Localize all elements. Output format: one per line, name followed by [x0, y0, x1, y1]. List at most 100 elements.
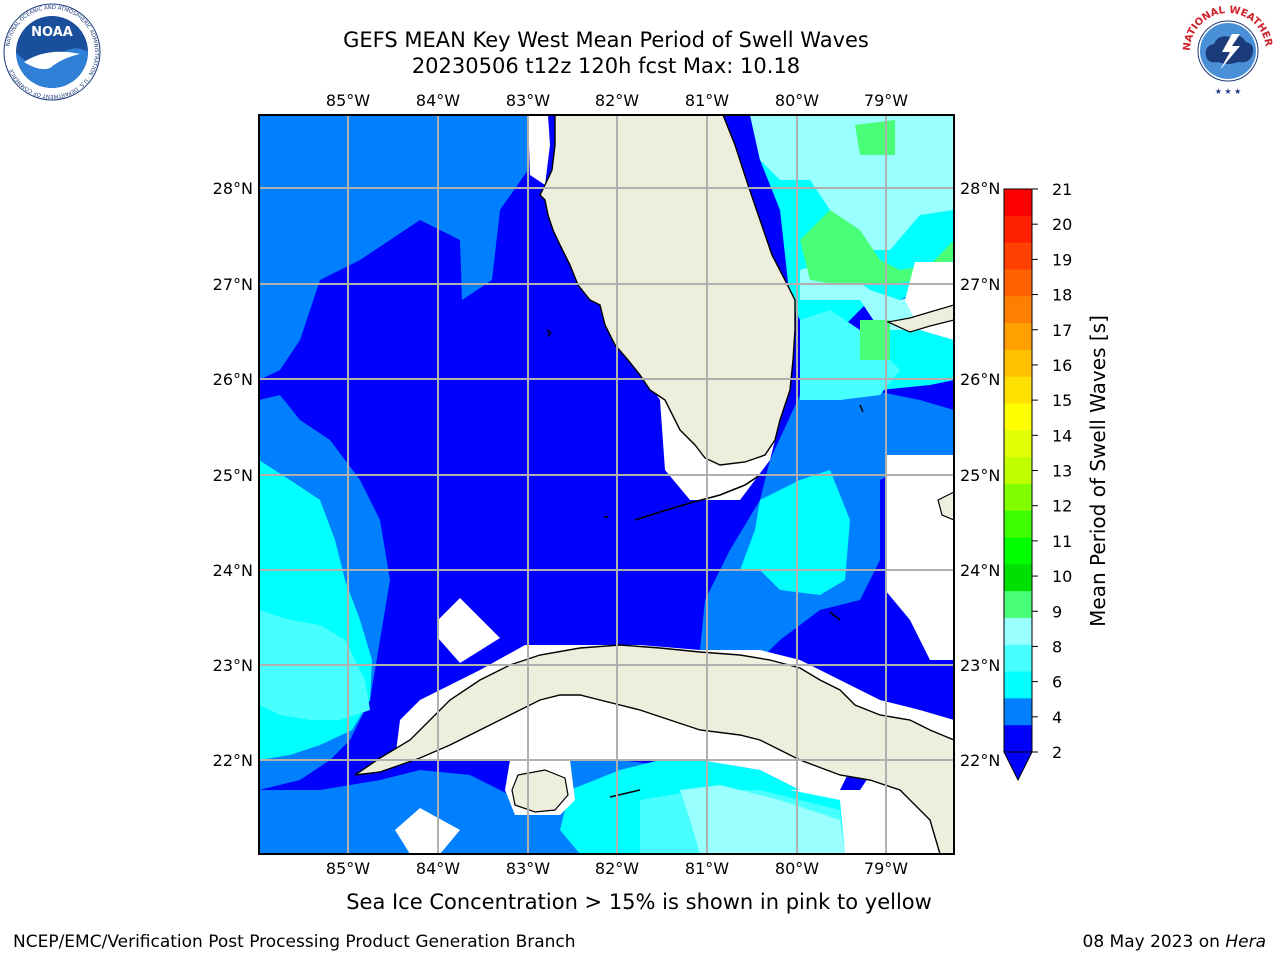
colorbar-tick-label: 6 [1052, 673, 1062, 692]
florida-keys [634, 474, 761, 521]
lon-label-top: 80°W [775, 91, 819, 110]
no-data-patch-1 [438, 598, 500, 663]
colorbar-label: Mean Period of Swell Waves [s] [1086, 315, 1110, 627]
lon-label-top: 83°W [506, 91, 550, 110]
colorbar-segment [1004, 376, 1032, 405]
colorbar-segment [1004, 349, 1032, 378]
no-data-patch-2 [395, 808, 460, 854]
swell-9-10s-northeast [855, 120, 895, 155]
map-frame [258, 114, 955, 855]
lat-labels-left: 28°N 27°N 26°N 25°N 24°N 23°N 22°N [213, 179, 253, 770]
lon-label-bottom: 81°W [685, 859, 729, 878]
swell-9-10s-east-2 [860, 320, 890, 360]
noaa-logo-text: NOAA [31, 25, 73, 40]
colorbar-segment [1004, 483, 1032, 512]
swell-6-7s-east [740, 470, 850, 595]
colorbar-tick-label: 12 [1052, 497, 1072, 516]
colorbar-segment [1004, 296, 1032, 324]
swell-8-9s-northeast [750, 115, 954, 250]
lat-label-left: 22°N [213, 751, 253, 770]
lon-label-top: 82°W [595, 91, 639, 110]
swell-6-7s-east-2 [880, 330, 954, 390]
lon-label-top: 81°W [685, 91, 729, 110]
lat-label-right: 28°N [960, 179, 1000, 198]
bahamas-island-2 [937, 491, 954, 521]
bahamas-island [886, 304, 954, 333]
colorbar-tick-label: 18 [1052, 286, 1072, 305]
lon-label-top: 84°W [416, 91, 460, 110]
no-data-florida-coast [528, 115, 550, 185]
colorbar-tick-label: 2 [1052, 743, 1062, 762]
swell-7-8s-northeast [800, 310, 900, 400]
colorbar-segment [1004, 725, 1032, 753]
colorbar-segment [1004, 537, 1032, 565]
noaa-logo: NOAA NATIONAL OCEANIC AND ATMOSPHERIC AD… [3, 3, 101, 101]
lon-label-top: 85°W [326, 91, 370, 110]
lon-label-bottom: 80°W [775, 859, 819, 878]
colorbar-segment [1004, 617, 1032, 646]
colorbar-segment [1004, 215, 1032, 244]
footer-date-text: 08 May 2023 on [1082, 932, 1226, 952]
colorbar-under-extension [1003, 751, 1033, 782]
swell-8-9s-south [680, 785, 845, 854]
swell-4-6s-west [259, 115, 530, 380]
colorbar-tick-label: 15 [1052, 391, 1072, 410]
lake-okeechobee [547, 328, 552, 338]
lat-label-left: 27°N [213, 275, 253, 294]
lat-label-right: 22°N [960, 751, 1000, 770]
cuba-landmass [354, 644, 954, 854]
lat-label-right: 27°N [960, 275, 1000, 294]
colorbar-tick-label: 14 [1052, 426, 1072, 445]
colorbar: 21 20 19 18 17 16 15 14 13 12 11 10 9 8 6 4 2 [1003, 180, 1072, 782]
lon-label-bottom: 79°W [864, 859, 908, 878]
colorbar-segment [1004, 269, 1032, 297]
lat-label-right: 23°N [960, 656, 1000, 675]
lat-label-left: 24°N [213, 561, 253, 580]
colorbar-segment [1004, 403, 1032, 431]
colorbar-segment [1004, 644, 1032, 673]
lat-label-left: 28°N [213, 179, 253, 198]
footer-host: Hera [1225, 932, 1266, 952]
colorbar-tick-label: 4 [1052, 708, 1062, 727]
lat-label-left: 26°N [213, 370, 253, 389]
colorbar-tick-label: 13 [1052, 462, 1072, 481]
colorbar-segment [1004, 510, 1032, 539]
svg-text:★ ★ ★: ★ ★ ★ [1215, 87, 1242, 96]
colorbar-segment [1004, 671, 1032, 699]
swell-9-10s-east [800, 210, 954, 285]
colorbar-segment [1004, 564, 1032, 592]
footer-date: 08 May 2023 on Hera [1083, 932, 1267, 952]
lon-label-bottom: 83°W [506, 859, 550, 878]
small-cay-3 [609, 789, 641, 798]
sea-ice-note: Sea Ice Concentration > 15% is shown in … [346, 890, 932, 914]
small-cay-1 [829, 611, 841, 621]
lat-label-right: 26°N [960, 370, 1000, 389]
lon-label-bottom: 82°W [595, 859, 639, 878]
lat-label-right: 25°N [960, 466, 1000, 485]
lat-label-right: 24°N [960, 561, 1000, 580]
footer-credit: NCEP/EMC/Verification Post Processing Pr… [13, 932, 576, 952]
lat-label-left: 23°N [213, 656, 253, 675]
colorbar-tick-label: 20 [1052, 215, 1072, 234]
colorbar-segment [1004, 457, 1032, 485]
colorbar-tick-label: 21 [1052, 180, 1072, 199]
small-cay-2 [859, 404, 864, 413]
lon-labels-bottom: 85°W 84°W 83°W 82°W 81°W 80°W 79°W [326, 859, 908, 878]
map-area [259, 115, 954, 854]
lon-label-bottom: 85°W [326, 859, 370, 878]
lat-label-left: 25°N [213, 466, 253, 485]
colorbar-tick-label: 16 [1052, 356, 1072, 375]
lon-label-top: 79°W [864, 91, 908, 110]
gridlines [259, 115, 954, 854]
colorbar-segment [1004, 698, 1032, 726]
colorbar-tick-label: 10 [1052, 567, 1072, 586]
colorbar-segment [1004, 189, 1032, 217]
chart-title-line2: 20230506 t12z 120h fcst Max: 10.18 [411, 54, 801, 78]
nws-logo: NATIONAL WEATHER SERVICE ★ ★ ★ [1178, 4, 1274, 96]
isla-juventud [511, 769, 569, 813]
chart-title-line1: GEFS MEAN Key West Mean Period of Swell … [343, 28, 869, 52]
lon-label-bottom: 84°W [416, 859, 460, 878]
colorbar-tick-label: 9 [1052, 602, 1062, 621]
colorbar-tick-label: 19 [1052, 250, 1072, 269]
